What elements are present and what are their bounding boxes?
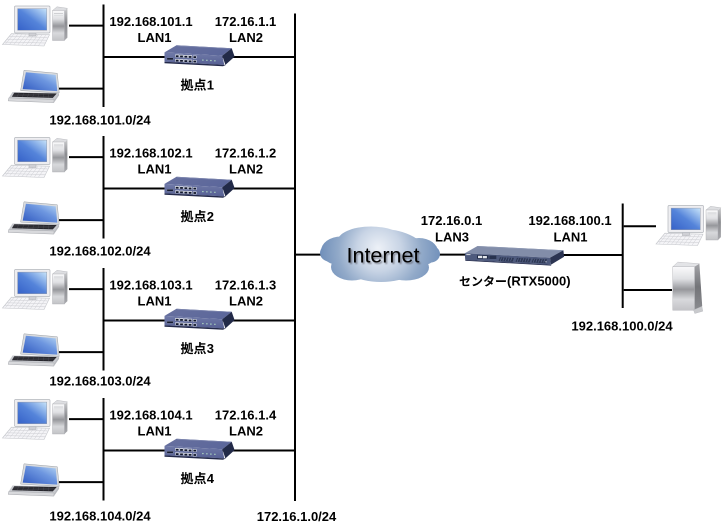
svg-text:172.16.1.2: 172.16.1.2 [215, 145, 276, 160]
svg-text:LAN2: LAN2 [229, 162, 263, 177]
svg-text:LAN1: LAN1 [554, 230, 588, 245]
svg-text:LAN3: LAN3 [435, 230, 469, 245]
svg-text:LAN1: LAN1 [138, 162, 172, 177]
svg-text:192.168.100.0/24: 192.168.100.0/24 [571, 319, 673, 334]
svg-text:LAN1: LAN1 [138, 294, 172, 309]
svg-text:LAN2: LAN2 [229, 294, 263, 309]
svg-text:192.168.101.0/24: 192.168.101.0/24 [49, 113, 151, 128]
svg-text:192.168.102.0/24: 192.168.102.0/24 [49, 244, 151, 259]
svg-text:LAN1: LAN1 [138, 30, 172, 45]
svg-text:192.168.104.0/24: 192.168.104.0/24 [49, 509, 151, 524]
svg-text:LAN2: LAN2 [229, 30, 263, 45]
svg-text:172.16.1.1: 172.16.1.1 [215, 14, 276, 29]
svg-text:2: 2 [207, 209, 214, 224]
svg-text:172.16.1.3: 172.16.1.3 [215, 277, 276, 292]
svg-text:172.16.1.0/24: 172.16.1.0/24 [257, 509, 337, 524]
svg-text:3: 3 [207, 341, 214, 356]
svg-text:4: 4 [207, 471, 215, 486]
svg-text:172.16.0.1: 172.16.0.1 [421, 213, 482, 228]
svg-text:192.168.103.1: 192.168.103.1 [109, 277, 192, 292]
svg-text:Internet: Internet [348, 245, 421, 269]
svg-text:192.168.100.1: 192.168.100.1 [528, 213, 611, 228]
svg-text:192.168.102.1: 192.168.102.1 [109, 145, 192, 160]
svg-text:192.168.104.1: 192.168.104.1 [109, 407, 192, 422]
svg-text:LAN1: LAN1 [138, 424, 172, 439]
svg-text:LAN2: LAN2 [229, 424, 263, 439]
svg-text:192.168.101.1: 192.168.101.1 [109, 14, 192, 29]
svg-text:Internet: Internet [347, 244, 420, 268]
svg-text:172.16.1.4: 172.16.1.4 [215, 407, 277, 422]
svg-text:(RTX5000): (RTX5000) [507, 274, 571, 289]
svg-text:1: 1 [207, 78, 214, 93]
svg-text:192.168.103.0/24: 192.168.103.0/24 [49, 374, 151, 389]
